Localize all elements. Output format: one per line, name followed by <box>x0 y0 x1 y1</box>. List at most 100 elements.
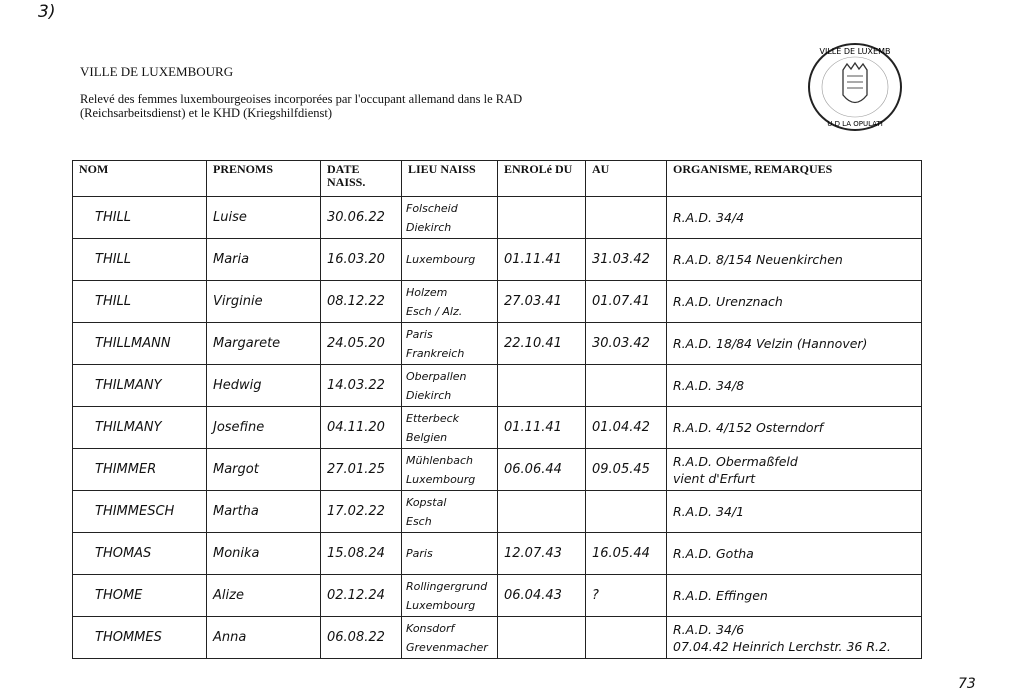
table-row: THOMMES Anna 06.08.22 Konsdorf Grevenmacher… <box>72 616 922 659</box>
nom-cell: THILL <box>72 196 207 239</box>
enrolled-until-cell <box>585 616 667 659</box>
enrolled-until-cell: 01.04.42 <box>585 406 667 449</box>
prenom-cell: Maria <box>206 238 321 281</box>
column-header-lieu-naiss: LIEU NAISS <box>401 160 498 197</box>
nom-cell: THIMMER <box>72 448 207 491</box>
enrolled-from-cell <box>497 196 586 239</box>
remarks-cell: R.A.D. Obermaßfeld vient d'Erfurt <box>666 448 922 491</box>
remarks-cell: R.A.D. 18/84 Velzin (Hannover) <box>666 322 922 365</box>
birth-place-cell: Konsdorf Grevenmacher <box>401 616 498 659</box>
enrolled-until-cell <box>585 490 667 533</box>
enrolled-until-cell: ? <box>585 574 667 617</box>
birth-date-cell: 27.01.25 <box>320 448 402 491</box>
nom-cell: THOMMES <box>72 616 207 659</box>
remarks-cell: R.A.D. 34/1 <box>666 490 922 533</box>
table-row: THIMMESCH Martha 17.02.22 Kopstal Esch R.A.D… <box>72 490 922 533</box>
birth-place-cell: Oberpallen Diekirch <box>401 364 498 407</box>
table-row: THILL Virginie 08.12.22 Holzem Esch / Alz. 2… <box>72 280 922 323</box>
remarks-cell: R.A.D. 4/152 Osterndorf <box>666 406 922 449</box>
column-header-nom: NOM <box>72 160 207 197</box>
birth-date-cell: 30.06.22 <box>320 196 402 239</box>
birth-place-cell: Rollingergrund Luxembourg <box>401 574 498 617</box>
birth-date-cell: 16.03.20 <box>320 238 402 281</box>
birth-date-cell: 04.11.20 <box>320 406 402 449</box>
prenom-cell: Margot <box>206 448 321 491</box>
column-header-organisme-remarques: ORGANISME, REMARQUES <box>666 160 922 197</box>
svg-text:U D LA OPULATI: U D LA OPULATI <box>827 120 883 128</box>
birth-date-cell: 02.12.24 <box>320 574 402 617</box>
column-header-prenoms: PRENOMS <box>206 160 321 197</box>
prenom-cell: Alize <box>206 574 321 617</box>
remarks-cell: R.A.D. 34/4 <box>666 196 922 239</box>
birth-place-cell: Paris <box>401 532 498 575</box>
birth-date-cell: 14.03.22 <box>320 364 402 407</box>
official-stamp-icon: VILLE DE LUXEMB U D LA OPULATI <box>808 43 902 131</box>
nom-cell: THIMMESCH <box>72 490 207 533</box>
enrolled-from-cell: 01.11.41 <box>497 406 586 449</box>
remarks-cell: R.A.D. 34/6 07.04.42 Heinrich Lerchstr. … <box>666 616 922 659</box>
remarks-cell: R.A.D. 8/154 Neuenkirchen <box>666 238 922 281</box>
nom-cell: THILMANY <box>72 406 207 449</box>
svg-text:VILLE DE LUXEMB: VILLE DE LUXEMB <box>820 47 891 56</box>
enrolled-until-cell: 30.03.42 <box>585 322 667 365</box>
enrolled-from-cell <box>497 616 586 659</box>
column-header-au: AU <box>585 160 667 197</box>
prenom-cell: Anna <box>206 616 321 659</box>
birth-place-cell: Luxembourg <box>401 238 498 281</box>
birth-date-cell: 08.12.22 <box>320 280 402 323</box>
birth-date-cell: 24.05.20 <box>320 322 402 365</box>
enrolled-until-cell <box>585 196 667 239</box>
enrolled-until-cell: 31.03.42 <box>585 238 667 281</box>
column-header-enrole-du: ENROLé DU <box>497 160 586 197</box>
table-row: THILL Luise 30.06.22 Folscheid Diekirch R.A.… <box>72 196 922 239</box>
enrolled-from-cell: 22.10.41 <box>497 322 586 365</box>
enrolled-until-cell: 01.07.41 <box>585 280 667 323</box>
remarks-cell: R.A.D. Urenznach <box>666 280 922 323</box>
nom-cell: THOME <box>72 574 207 617</box>
table-row: THOMAS Monika 15.08.24 Paris 12.07.43 16.05.4… <box>72 532 922 575</box>
birth-date-cell: 17.02.22 <box>320 490 402 533</box>
prenom-cell: Martha <box>206 490 321 533</box>
birth-place-cell: Etterbeck Belgien <box>401 406 498 449</box>
column-header-date-naiss: DATE NAISS. <box>320 160 402 197</box>
enrolled-from-cell: 12.07.43 <box>497 532 586 575</box>
enrolled-until-cell: 09.05.45 <box>585 448 667 491</box>
table-row: THILMANY Josefine 04.11.20 Etterbeck Belgie… <box>72 406 922 449</box>
nom-cell: THILL <box>72 238 207 281</box>
nom-cell: THILL <box>72 280 207 323</box>
enrolled-from-cell: 06.04.43 <box>497 574 586 617</box>
birth-place-cell: Folscheid Diekirch <box>401 196 498 239</box>
prenom-cell: Margarete <box>206 322 321 365</box>
document-subtitle: Relevé des femmes luxembourgeoises incor… <box>80 92 523 120</box>
enrolled-until-cell <box>585 364 667 407</box>
remarks-cell: R.A.D. Gotha <box>666 532 922 575</box>
nom-cell: THOMAS <box>72 532 207 575</box>
table-header-row: NOM PRENOMS DATE NAISS. LIEU NAISS ENROL… <box>72 160 922 197</box>
birth-place-cell: Kopstal Esch <box>401 490 498 533</box>
prenom-cell: Virginie <box>206 280 321 323</box>
birth-place-cell: Holzem Esch / Alz. <box>401 280 498 323</box>
table-row: THILLMANN Margarete 24.05.20 Paris Frankrei… <box>72 322 922 365</box>
prenom-cell: Luise <box>206 196 321 239</box>
enrolled-from-cell: 01.11.41 <box>497 238 586 281</box>
birth-date-cell: 06.08.22 <box>320 616 402 659</box>
birth-place-cell: Paris Frankreich <box>401 322 498 365</box>
handwritten-section-mark: 3) <box>38 2 56 22</box>
table-row: THOME Alize 02.12.24 Rollingergrund Luxembo… <box>72 574 922 617</box>
page-number: 73 <box>958 676 976 692</box>
remarks-cell: R.A.D. 34/8 <box>666 364 922 407</box>
table-row: THILL Maria 16.03.20 Luxembourg 01.11.41 31.0… <box>72 238 922 281</box>
enrolled-from-cell <box>497 364 586 407</box>
enrolled-until-cell: 16.05.44 <box>585 532 667 575</box>
remarks-cell: R.A.D. Effingen <box>666 574 922 617</box>
birth-date-cell: 15.08.24 <box>320 532 402 575</box>
enrolled-from-cell: 27.03.41 <box>497 280 586 323</box>
enrolled-from-cell: 06.06.44 <box>497 448 586 491</box>
document-city-heading: VILLE DE LUXEMBOURG <box>80 64 234 79</box>
enrolled-from-cell <box>497 490 586 533</box>
prenom-cell: Monika <box>206 532 321 575</box>
prenom-cell: Josefine <box>206 406 321 449</box>
nom-cell: THILMANY <box>72 364 207 407</box>
table-row: THILMANY Hedwig 14.03.22 Oberpallen Diekirc… <box>72 364 922 407</box>
nom-cell: THILLMANN <box>72 322 207 365</box>
